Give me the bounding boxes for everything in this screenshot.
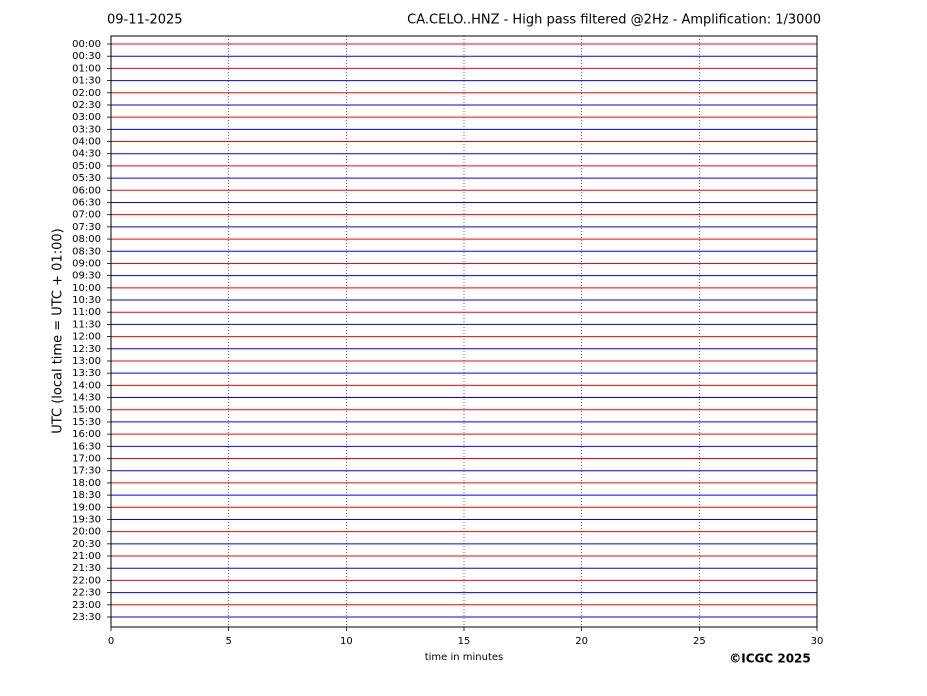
y-tick-label: 18:30: [72, 490, 101, 501]
x-tick-label: 0: [108, 636, 114, 647]
plot-frame: [110, 35, 818, 628]
y-tick-label: 09:00: [72, 258, 101, 269]
y-tick-label: 04:00: [72, 137, 101, 148]
y-tick-label: 08:30: [72, 246, 101, 257]
y-tick-label: 00:00: [72, 39, 101, 50]
y-tick-label: 10:30: [72, 295, 101, 306]
y-tick-label: 23:30: [72, 612, 101, 623]
y-axis-label: UTC (local time = UTC + 01:00): [51, 228, 66, 433]
y-tick-label: 14:00: [72, 380, 101, 391]
y-tick-label: 13:30: [72, 368, 101, 379]
y-tick-label: 21:00: [72, 551, 101, 562]
y-tick-label: 02:30: [72, 100, 101, 111]
y-tick-label: 08:00: [72, 234, 101, 245]
y-tick-label: 15:00: [72, 405, 101, 416]
date: 09-11-2025: [107, 13, 183, 28]
y-tick-label: 19:30: [72, 514, 101, 525]
y-tick-label: 04:30: [72, 149, 101, 160]
y-tick-label: 02:00: [72, 88, 101, 99]
y-tick-label: 13:00: [72, 356, 101, 367]
y-tick-label: 17:30: [72, 466, 101, 477]
x-tick-label: 20: [575, 636, 588, 647]
y-tick-label: 09:30: [72, 271, 101, 282]
y-tick-label: 03:00: [72, 112, 101, 123]
y-tick-label: 20:30: [72, 539, 101, 550]
y-tick-label: 14:30: [72, 393, 101, 404]
y-tick-label: 16:30: [72, 441, 101, 452]
y-tick-label: 07:00: [72, 210, 101, 221]
x-tick-label: 30: [811, 636, 824, 647]
y-tick-label: 03:30: [72, 124, 101, 135]
y-tick-label: 01:30: [72, 76, 101, 87]
y-tick-label: 12:30: [72, 344, 101, 355]
y-tick-label: 11:00: [72, 307, 101, 318]
y-tick-label: 06:30: [72, 197, 101, 208]
y-tick-label: 07:30: [72, 222, 101, 233]
y-tick-label: 15:30: [72, 417, 101, 428]
x-tick-label: 15: [458, 636, 471, 647]
y-tick-label: 10:00: [72, 283, 101, 294]
y-tick-label: 01:00: [72, 63, 101, 74]
y-tick-label: 06:00: [72, 185, 101, 196]
y-tick-label: 19:00: [72, 502, 101, 513]
y-tick-label: 00:30: [72, 51, 101, 62]
x-axis-label: time in minutes: [425, 652, 504, 663]
y-tick-label: 20:00: [72, 527, 101, 538]
y-tick-label: 11:30: [72, 319, 101, 330]
x-tick-label: 5: [225, 636, 231, 647]
chart-title: CA.CELO..HNZ - High pass filtered @2Hz -…: [407, 13, 821, 28]
y-tick-label: 05:30: [72, 173, 101, 184]
y-tick-label: 05:00: [72, 161, 101, 172]
y-tick-label: 17:00: [72, 454, 101, 465]
copyright: ©ICGC 2025: [729, 652, 811, 666]
y-tick-label: 12:00: [72, 332, 101, 343]
x-tick-label: 10: [340, 636, 353, 647]
y-tick-label: 16:00: [72, 429, 101, 440]
y-tick-label: 21:30: [72, 563, 101, 574]
x-tick-label: 25: [693, 636, 706, 647]
y-tick-label: 18:00: [72, 478, 101, 489]
y-tick-label: 22:00: [72, 575, 101, 586]
y-tick-label: 22:30: [72, 588, 101, 599]
y-tick-label: 23:00: [72, 600, 101, 611]
